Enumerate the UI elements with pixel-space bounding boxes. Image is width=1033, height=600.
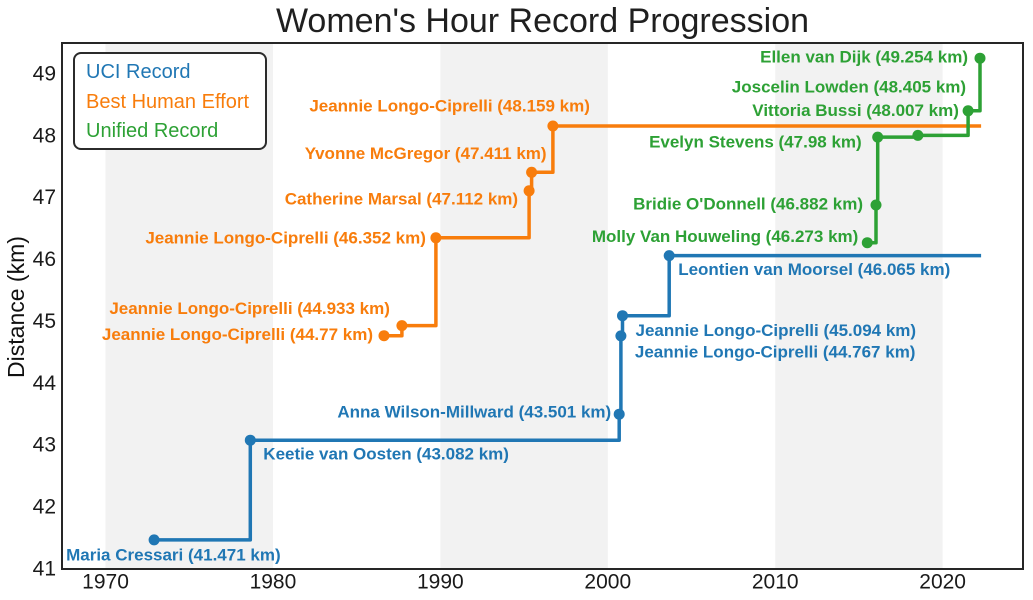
record-point — [244, 434, 256, 446]
record-label: Bridie O'Donnell (46.882 km) — [633, 195, 863, 214]
record-point — [526, 166, 538, 178]
y-tick-label: 49 — [33, 62, 56, 85]
y-tick-label: 48 — [33, 124, 56, 147]
record-label: Jeannie Longo-Ciprelli (44.767 km) — [635, 342, 916, 361]
decade-band — [440, 43, 608, 569]
record-label: Leontien van Moorsel (46.065 km) — [678, 260, 950, 279]
legend-item-unified-record: Unified Record — [86, 120, 219, 142]
record-label: Keetie van Oosten (43.082 km) — [263, 445, 509, 464]
record-point — [148, 534, 160, 546]
record-label: Jeannie Longo-Ciprelli (46.352 km) — [145, 228, 426, 247]
legend: UCI Record Best Human Effort Unified Rec… — [73, 52, 267, 150]
y-tick-label: 45 — [33, 310, 56, 333]
record-point — [613, 408, 625, 420]
y-tick-label: 41 — [33, 558, 56, 581]
record-point — [615, 330, 627, 342]
record-point — [974, 52, 986, 64]
record-label: Jeannie Longo-Ciprelli (48.159 km) — [309, 97, 590, 116]
chart-title: Women's Hour Record Progression — [275, 2, 810, 40]
record-point — [872, 131, 884, 143]
x-tick-label: 2000 — [584, 571, 631, 594]
record-label: Jeannie Longo-Ciprelli (44.933 km) — [109, 299, 390, 318]
y-tick-label: 42 — [33, 496, 56, 519]
record-point — [617, 310, 628, 322]
decade-band — [775, 43, 943, 569]
record-point — [663, 250, 675, 262]
record-label: Joscelin Lowden (48.405 km) — [732, 77, 966, 96]
y-tick-label: 43 — [33, 434, 56, 457]
record-label: Jeannie Longo-Ciprelli (44.77 km) — [102, 325, 373, 344]
legend-item-uci-record: UCI Record — [86, 61, 191, 83]
record-label: Molly Van Houweling (46.273 km) — [592, 227, 858, 246]
x-tick-label: 2020 — [919, 571, 966, 594]
x-tick-label: 1970 — [82, 571, 129, 594]
y-tick-label: 46 — [33, 248, 56, 271]
y-tick-label: 44 — [33, 372, 57, 395]
legend-item-best-human-effort: Best Human Effort — [86, 90, 250, 113]
record-label: Jeannie Longo-Ciprelli (45.094 km) — [636, 321, 917, 340]
record-point — [378, 330, 390, 342]
y-tick-label: 47 — [33, 186, 56, 209]
record-point — [870, 199, 882, 211]
record-point — [861, 237, 873, 249]
record-label: Vittoria Bussi (48.007 km) — [752, 101, 959, 120]
record-point — [547, 120, 559, 132]
record-point — [962, 105, 974, 117]
record-label: Catherine Marsal (47.112 km) — [285, 189, 518, 208]
record-point — [912, 129, 924, 141]
record-label: Maria Cressari (41.471 km) — [66, 545, 281, 564]
record-label: Ellen van Dijk (49.254 km) — [760, 48, 968, 67]
series-line-uci-record — [154, 253, 982, 542]
x-tick-label: 1980 — [250, 571, 297, 594]
record-point — [430, 232, 442, 244]
record-label: Anna Wilson-Millward (43.501 km) — [337, 403, 611, 422]
axes-frame — [61, 42, 1024, 570]
record-label: Evelyn Stevens (47.98 km) — [649, 133, 862, 152]
x-tick-label: 1990 — [417, 571, 464, 594]
x-tick-label: 2010 — [752, 571, 799, 594]
record-point — [523, 185, 535, 197]
record-point — [396, 320, 408, 332]
record-label: Yvonne McGregor (47.411 km) — [305, 144, 547, 163]
